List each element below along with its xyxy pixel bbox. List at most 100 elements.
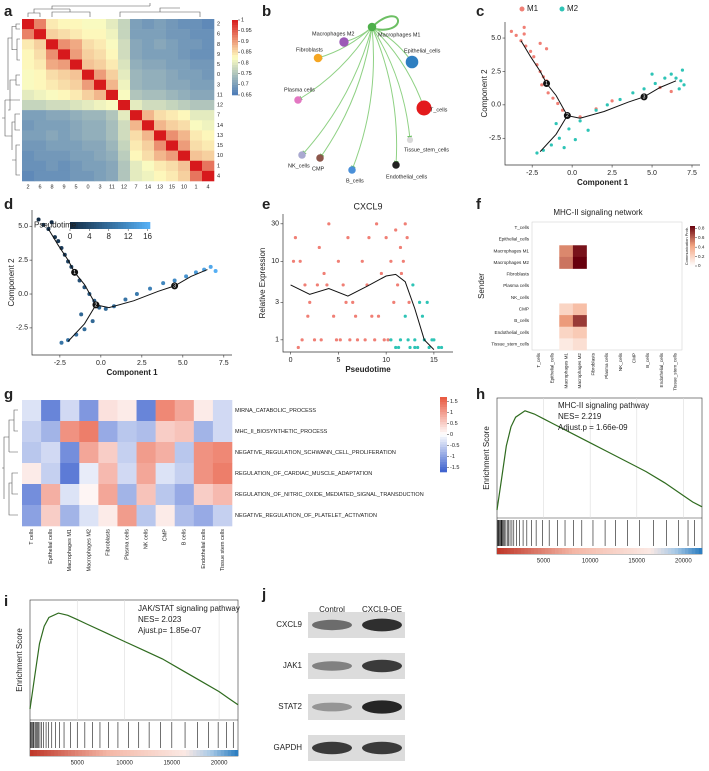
heatmap-cell [572,338,587,351]
heatmap-cell [166,89,179,101]
rank-strip [695,548,699,554]
heatmap-cell [46,110,59,121]
row-label: MIRNA_CATABOLIC_PROCESS [235,408,316,414]
annotation: NES= 2.023 [138,615,182,624]
heatmap-cell [70,160,83,172]
colorbar-step [440,449,447,453]
rank-strip [99,750,104,756]
colorbar-step [232,55,238,58]
heatmap-cell [58,130,71,141]
heatmap-cell [154,29,167,40]
heatmap-cell [94,110,107,121]
point [367,236,371,240]
colorbar-step [232,60,238,63]
y-tick-label: 3 [275,299,279,306]
row-label: Plasma cells [503,283,529,288]
point [439,345,444,350]
point [551,96,555,100]
heatmap-cell [41,484,61,506]
point [680,68,685,72]
heatmap-cell [202,130,215,141]
heatmap-cell [174,463,195,485]
point [430,338,434,342]
rank-strip [688,548,693,554]
colorbar-step [232,22,238,26]
rank-strip [175,750,180,756]
heatmap-cell [70,49,83,60]
branch-label: 3 [173,284,176,290]
rank-strip [88,750,93,756]
row-label: 13 [217,133,223,139]
colorbar-step [96,222,100,229]
branch-point [563,112,571,120]
heatmap-cell [178,69,191,81]
heatmap-cell [22,442,42,464]
point [554,121,558,126]
heatmap-cell [142,110,155,121]
heatmap-cell [118,39,131,50]
y-axis-label: Enrichment Score [15,628,24,692]
point [417,300,422,304]
axes [504,22,700,166]
heatmap-cell [22,140,35,151]
heatmap-cell [193,400,214,422]
colorbar-tick-label: 0.4 [698,244,705,249]
rank-strip [681,548,686,554]
rank-strip [220,750,225,756]
point [293,236,298,240]
heatmap-cell [130,59,143,70]
point [396,345,401,350]
y-axis-label: Sender [477,273,486,299]
x-tick-label: 15000 [628,559,645,565]
row-label: Macrophages M2 [494,260,530,265]
point [403,314,407,318]
rank-strip [186,750,190,756]
colorbar-step [690,258,695,260]
rank-strip [623,548,628,554]
colorbar-tick-label: -1.5 [450,465,459,471]
panel-letter: a [4,3,13,20]
y-tick-label: 0.0 [491,102,501,109]
heatmap-cell [22,79,35,91]
rank-strip [147,750,152,756]
heatmap-cell [34,120,47,131]
point [351,300,355,304]
row-label: NEGATIVE_REGULATION_OF_PLATELET_ACTIVATI… [235,513,377,519]
protein-label: CXCL9 [276,620,302,629]
point [663,76,667,80]
x-axis-label: Pseudotime [345,365,391,374]
rank-strip [154,750,159,756]
heatmap-cell [130,130,143,141]
heatmap-cell [70,170,83,182]
column-label: 1 [194,184,197,190]
column-label: 0 [86,184,89,190]
y-tick-label: 1 [275,337,279,344]
legend-label: M2 [567,4,579,13]
heatmap-cell [166,120,179,131]
branch-point [92,301,100,309]
heatmap-cell [34,89,47,101]
rank-strip [637,548,641,554]
heatmap-cell [34,19,47,30]
colorbar-step [440,442,447,445]
heatmap-cell [46,150,59,162]
colorbar-step [80,222,84,229]
heatmap-cell [106,59,119,70]
heatmap-cell [136,505,156,527]
column-label: Plasma cells [124,529,130,560]
panel-letter: h [476,386,485,403]
point [618,97,622,102]
heatmap-cell [46,39,59,50]
colorbar-step [440,437,447,440]
heatmap-cell [106,100,119,111]
y-tick-label: 30 [271,221,279,228]
rank-strip [606,548,611,554]
colorbar-step [440,419,447,423]
point [161,281,166,286]
colorbar-tick-label: 1 [241,17,244,23]
colorbar-title: Pseudotime [34,221,77,230]
row-label: REGULATION_OF_NITRIC_OXIDE_MEDIATED_SIGN… [235,492,424,498]
rank-strip [544,548,549,554]
heatmap-cell [94,170,107,182]
rank-strip [538,548,542,554]
